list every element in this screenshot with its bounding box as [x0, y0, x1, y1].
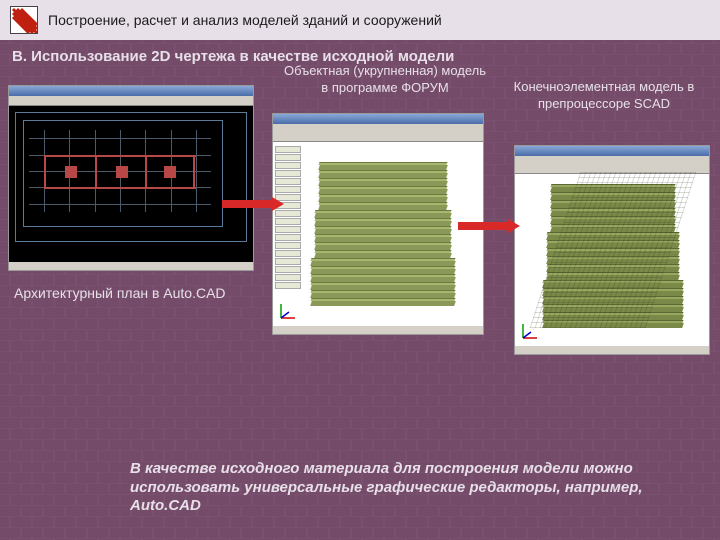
axis-icon: [277, 302, 297, 322]
window-titlebar: [273, 114, 483, 124]
forum-screenshot: [272, 113, 484, 335]
floor-plan: [29, 130, 211, 212]
window-statusbar: [273, 326, 483, 334]
page-title: Построение, расчет и анализ моделей здан…: [48, 12, 442, 28]
scad-viewport: [515, 174, 709, 346]
forum-building: [323, 142, 443, 306]
caption-scad: Конечноэлементная модель в препроцессоре…: [494, 79, 714, 113]
window-toolbar: [273, 124, 483, 142]
window-titlebar: [9, 86, 253, 96]
window-statusbar: [515, 346, 709, 354]
window-titlebar: [515, 146, 709, 156]
caption-autocad: Архитектурный план в Auto.CAD: [14, 284, 254, 302]
header: Построение, расчет и анализ моделей здан…: [0, 0, 720, 40]
window-statusbar: [9, 262, 253, 270]
window-toolbar: [9, 96, 253, 106]
caption-forum: Объектная (укрупненная) модель в програм…: [280, 63, 490, 97]
slide: Построение, расчет и анализ моделей здан…: [0, 0, 720, 540]
arrow-icon: [222, 197, 284, 211]
bottom-text: В качестве исходного материала для постр…: [130, 460, 670, 516]
scad-screenshot: [514, 145, 710, 355]
axis-icon: [519, 322, 539, 342]
level-labels: [275, 146, 301, 290]
arrow-icon: [458, 219, 520, 233]
content-area: Объектная (укрупненная) модель в програм…: [0, 71, 720, 501]
logo-icon: [10, 6, 38, 34]
autocad-viewport: [9, 106, 253, 262]
scad-building: [555, 172, 671, 328]
autocad-screenshot: [8, 85, 254, 271]
forum-viewport: [273, 142, 483, 326]
